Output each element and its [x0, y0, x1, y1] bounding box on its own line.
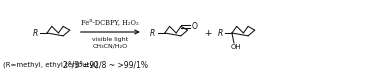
Text: OH: OH	[231, 44, 241, 50]
Text: +: +	[204, 28, 212, 38]
Text: CH₃CN/H₂O: CH₃CN/H₂O	[93, 44, 128, 48]
Text: O: O	[192, 22, 198, 31]
Text: 2°/3°=92/8 ~ >99/1%: 2°/3°=92/8 ~ >99/1%	[63, 61, 148, 69]
Text: (R=methyl, ethyl,tertbutyl): (R=methyl, ethyl,tertbutyl)	[3, 62, 98, 68]
Text: R: R	[33, 28, 38, 38]
Text: Feᴵᴵ-DCBPY, H₂O₂: Feᴵᴵ-DCBPY, H₂O₂	[82, 18, 139, 26]
Text: visible light: visible light	[92, 36, 129, 41]
Text: R: R	[150, 28, 155, 38]
Text: R: R	[217, 28, 223, 38]
